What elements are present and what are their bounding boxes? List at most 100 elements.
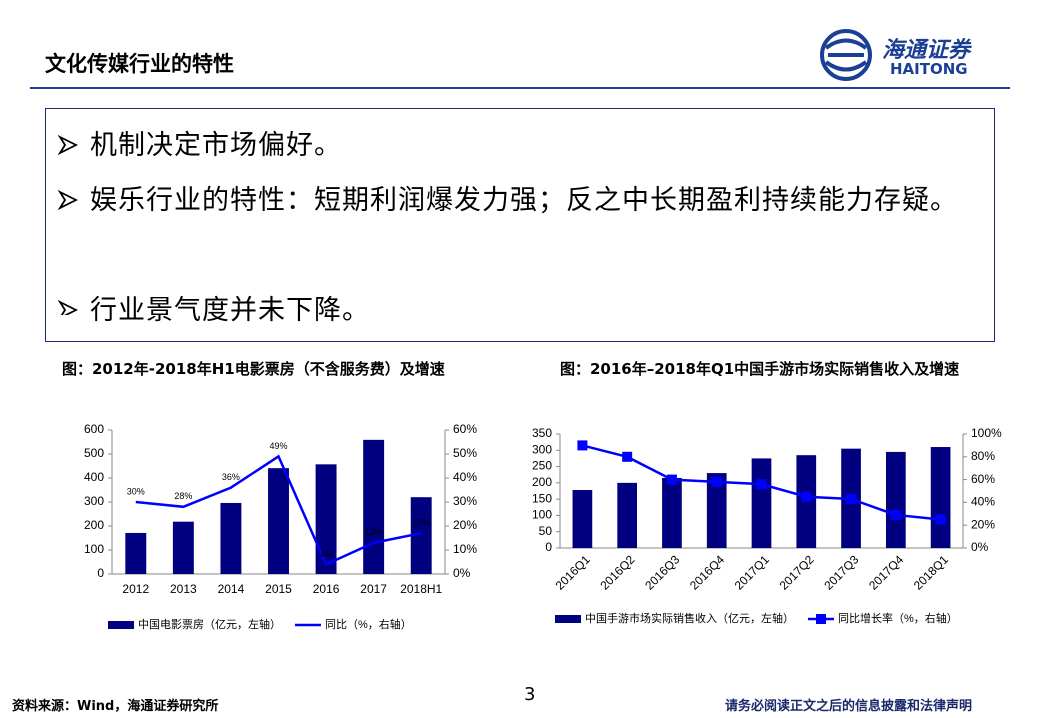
x-tick-label: 2015: [265, 582, 292, 596]
disclaimer: 请务必阅读正文之后的信息披露和法律声明: [725, 699, 973, 714]
data-label: 36%: [222, 472, 240, 482]
legend-swatch: [816, 614, 826, 624]
y2-tick-label: 10%: [453, 542, 477, 556]
y2-tick-label: 60%: [971, 472, 995, 486]
bar: [125, 532, 147, 574]
y2-tick-label: 0%: [453, 566, 471, 580]
bar: [706, 473, 727, 548]
x-tick-label: 2016Q2: [597, 552, 637, 592]
x-tick-label: 2017Q3: [821, 552, 861, 592]
y-tick-label: 250: [532, 459, 552, 473]
bar: [410, 497, 432, 574]
x-tick-label: 2016Q1: [553, 552, 593, 592]
legend-label: 中国手游市场实际销售收入（亿元，左轴）: [585, 611, 794, 625]
y-tick-label: 350: [532, 426, 552, 440]
logo-en: HAITONG: [890, 60, 968, 78]
y-tick-label: 400: [84, 470, 104, 484]
marker: [577, 440, 588, 451]
data-label: 49%: [269, 441, 287, 451]
bullet-box: [45, 108, 995, 342]
x-tick-label: 2016Q3: [642, 552, 682, 592]
chart-title: 图：2012年-2018年H1电影票房（不含服务费）及增速: [62, 360, 445, 378]
page-number: 3: [524, 684, 536, 705]
y-tick-label: 100: [532, 508, 552, 522]
y-tick-label: 200: [84, 518, 104, 532]
bar: [220, 502, 242, 574]
y-tick-label: 600: [84, 422, 104, 436]
legend-label: 同比（%，右轴）: [325, 617, 412, 631]
data-label: 17%: [412, 518, 430, 528]
y-tick-label: 100: [84, 542, 104, 556]
marker: [890, 509, 901, 520]
x-tick-label: 2018H1: [400, 582, 442, 596]
line: [135, 454, 422, 567]
bullet: 行业景气度并未下降。: [90, 295, 370, 326]
bar: [268, 468, 289, 574]
y2-tick-label: 30%: [453, 494, 477, 508]
legend-label: 中国电影票房（亿元，左轴）: [138, 617, 281, 631]
marker: [846, 493, 857, 504]
y2-tick-label: 60%: [453, 422, 477, 436]
y-tick-label: 150: [532, 491, 552, 505]
chart: 0 50 100 150 200 250 300 350 0% 20% 40% 60% 80% 100% 2…: [532, 426, 1002, 625]
bar: [662, 477, 682, 548]
logo-icon: [820, 29, 872, 81]
marker: [935, 514, 946, 525]
bullet: 机制决定市场偏好。: [90, 130, 342, 161]
data-label: 28%: [174, 491, 192, 501]
y2-tick-label: 80%: [971, 449, 995, 463]
slide-title: 文化传媒行业的特性: [45, 52, 234, 76]
marker: [756, 479, 767, 490]
y-tick-label: 0: [545, 540, 552, 554]
y2-tick-label: 0%: [971, 540, 989, 554]
data-label: 13%: [365, 527, 383, 537]
y2-tick-label: 20%: [453, 518, 477, 532]
legend-swatch: [555, 615, 581, 623]
header-rule: [30, 87, 1010, 89]
y-tick-label: 0: [97, 566, 104, 580]
chart: 0 100 200 300 400 500 600 0% 10% 20% 30% 40% 50% 60% 2…: [84, 422, 477, 631]
bar: [751, 458, 772, 548]
logo-cn: 海通证券: [882, 38, 971, 63]
y2-tick-label: 20%: [971, 517, 995, 531]
bar: [172, 521, 194, 574]
y-tick-label: 200: [532, 475, 552, 489]
bullet-markers: [58, 135, 79, 315]
x-tick-label: 2018Q1: [911, 552, 951, 592]
x-tick-label: 2013: [170, 582, 197, 596]
x-tick-label: 2016: [313, 582, 340, 596]
y-tick-label: 500: [84, 446, 104, 460]
x-tick-label: 2017Q1: [732, 552, 772, 592]
bar: [363, 439, 385, 574]
bar: [572, 490, 593, 548]
marker: [666, 474, 677, 485]
marker: [801, 491, 812, 502]
x-tick-label: 2017Q4: [866, 552, 906, 592]
bar: [930, 447, 951, 548]
data-label: 4%: [320, 549, 333, 559]
y-tick-label: 50: [539, 524, 553, 538]
y2-tick-label: 100%: [971, 426, 1002, 440]
y-tick-label: 300: [84, 494, 104, 508]
legend-swatch: [108, 621, 134, 629]
y2-tick-label: 40%: [453, 470, 477, 484]
chart-title: 图：2016年–2018年Q1中国手游市场实际销售收入及增速: [560, 360, 960, 378]
x-tick-label: 2017: [360, 582, 387, 596]
source-note: 资料来源：Wind，海通证券研究所: [12, 699, 219, 714]
x-tick-label: 2016Q4: [687, 552, 727, 592]
bar: [885, 451, 906, 548]
x-tick-label: 2014: [218, 582, 245, 596]
bar: [617, 482, 638, 548]
legend-label: 同比增长率（%，右轴）: [838, 611, 958, 625]
y2-tick-label: 50%: [453, 446, 477, 460]
bar: [315, 464, 337, 574]
x-tick-label: 2012: [122, 582, 149, 596]
marker: [622, 451, 633, 462]
marker: [711, 476, 722, 487]
y2-tick-label: 40%: [971, 495, 995, 509]
x-tick-label: 2017Q2: [777, 552, 817, 592]
bullet: 娱乐行业的特性：短期利润爆发力强；反之中长期盈利持续能力存疑。: [90, 185, 958, 216]
y-tick-label: 300: [532, 442, 552, 456]
data-label: 30%: [127, 486, 145, 496]
